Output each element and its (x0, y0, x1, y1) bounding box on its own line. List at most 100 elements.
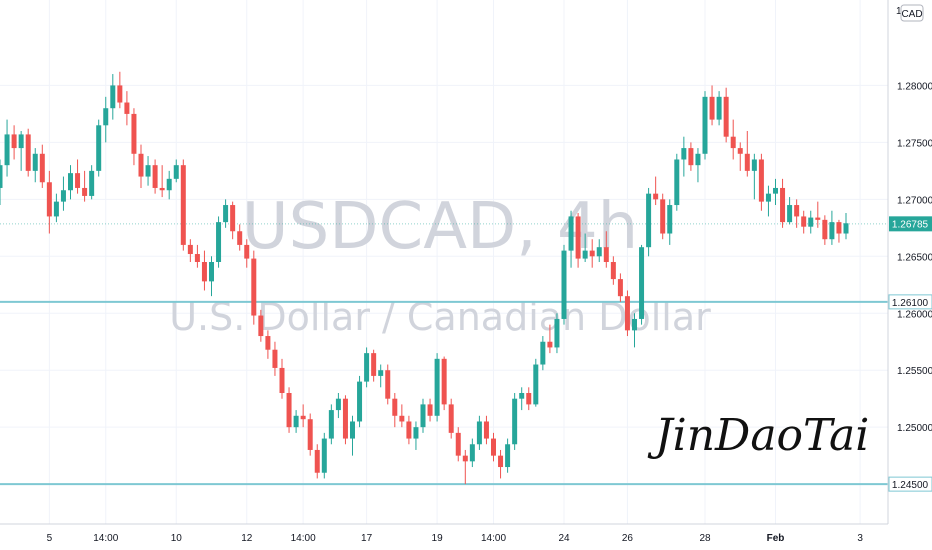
time-tick-label: 14:00 (291, 533, 316, 544)
candle-body (702, 96, 708, 154)
candle-body (237, 231, 243, 245)
candle-down (385, 364, 391, 405)
currency-badge[interactable] (900, 4, 924, 22)
candle-body (406, 421, 412, 439)
candle-body (335, 398, 341, 411)
candle-body (434, 358, 440, 416)
candle-up (350, 415, 355, 456)
candle-down (462, 449, 468, 485)
candle-body (110, 85, 116, 109)
candle-up (843, 213, 849, 240)
candle-up (476, 415, 482, 450)
candle-body (533, 364, 539, 405)
candle-body (575, 216, 581, 259)
candle-body (441, 358, 447, 405)
price-tick-label: 1.27500 (897, 138, 932, 149)
time-tick-label: 5 (47, 533, 53, 544)
candle-up (751, 153, 757, 200)
candle-down (441, 356, 447, 411)
candle-up (53, 193, 59, 223)
candle-down (617, 273, 623, 302)
candle-up (89, 165, 95, 200)
time-tick-label: 28 (699, 533, 711, 544)
candle-body (145, 165, 151, 177)
candle-up (667, 199, 673, 245)
candle-body (512, 398, 518, 445)
price-tick-label: 1.25500 (897, 366, 932, 377)
candle-body (773, 187, 778, 194)
candle-down (709, 85, 715, 126)
time-tick-label: 3 (857, 533, 863, 544)
candle-body (462, 455, 468, 462)
candle-body (159, 187, 165, 191)
candle-up (223, 199, 229, 228)
candle-body (716, 96, 722, 120)
candle-body (780, 187, 786, 223)
candle-body (632, 318, 637, 331)
candle-body (89, 170, 95, 196)
candle-body (455, 432, 461, 456)
candle-body (667, 205, 673, 234)
horizontal-levels[interactable] (0, 300, 888, 486)
candle-up (321, 432, 327, 479)
candle-body (420, 404, 426, 428)
price-tick-label: 1.25000 (897, 423, 932, 434)
candle-body (152, 165, 158, 188)
candle-down (547, 324, 553, 354)
candle-down (392, 393, 398, 428)
candle-up (364, 347, 370, 388)
candle-up (533, 358, 539, 407)
candle-body (624, 296, 630, 331)
candle-body (180, 165, 186, 245)
candle-body (46, 182, 52, 217)
candle-down (603, 231, 609, 268)
candle-down (575, 213, 581, 268)
candle-down (272, 341, 278, 376)
candle-down (265, 330, 271, 359)
candle-body (413, 427, 419, 439)
candle-up (60, 176, 66, 211)
candle-body (279, 367, 285, 393)
candle-down (39, 144, 45, 188)
candle-body (187, 244, 193, 255)
candle-body (216, 222, 222, 262)
candle-up (18, 131, 24, 171)
time-tick-label: 24 (558, 533, 570, 544)
candle-down (624, 290, 630, 337)
candle-down (314, 444, 320, 479)
candle-body (350, 421, 355, 439)
candle-body (843, 223, 849, 234)
candle-up (166, 170, 172, 200)
price-axis-bg[interactable] (888, 0, 932, 550)
candle-body (53, 201, 59, 217)
candle-body (836, 222, 842, 234)
candle-up (540, 336, 546, 371)
candle-down (117, 71, 123, 109)
candle-down (258, 309, 264, 342)
candle-down (483, 415, 489, 445)
candle-body (448, 404, 454, 433)
candle-down (300, 404, 306, 428)
candle-body (4, 134, 10, 166)
candle-down (448, 398, 454, 439)
candle-up (469, 438, 475, 468)
candle-up (335, 393, 341, 419)
candle-down (723, 87, 729, 143)
current-price-label: 1.26785 (892, 219, 929, 230)
candle-up (0, 159, 3, 206)
candle-down (25, 128, 31, 177)
time-tick-label: 14:00 (481, 533, 506, 544)
time-axis-bg[interactable] (0, 524, 932, 550)
candle-down (498, 449, 504, 479)
candle-body (751, 159, 757, 171)
candle-up (702, 91, 708, 160)
candle-down (138, 144, 144, 188)
time-tick-label: 10 (171, 533, 183, 544)
current-price-badge (889, 216, 932, 232)
candle-body (723, 96, 729, 137)
candle-down (230, 201, 236, 240)
candle-body (568, 216, 574, 251)
candle-down (371, 349, 377, 382)
candle-body (357, 381, 363, 422)
